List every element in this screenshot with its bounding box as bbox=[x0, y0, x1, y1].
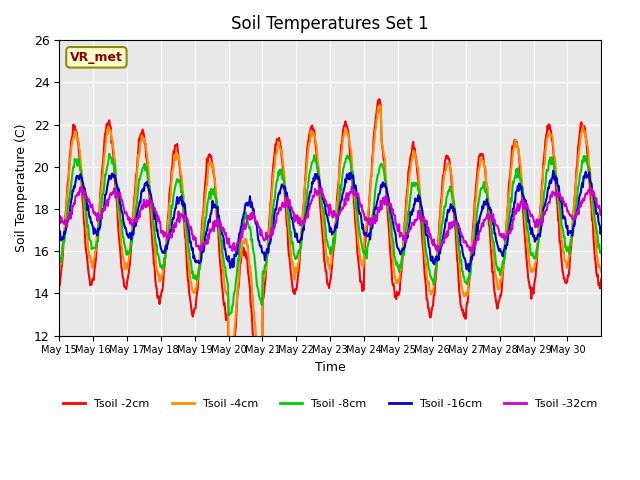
Tsoil -16cm bbox=[55, 229, 63, 235]
Tsoil -8cm bbox=[120, 234, 127, 240]
Tsoil -4cm bbox=[219, 263, 227, 268]
Tsoil -4cm bbox=[418, 211, 426, 216]
Tsoil -2cm bbox=[219, 287, 227, 292]
Tsoil -4cm bbox=[597, 268, 605, 274]
Tsoil -32cm bbox=[597, 212, 605, 218]
Legend: Tsoil -2cm, Tsoil -4cm, Tsoil -8cm, Tsoil -16cm, Tsoil -32cm: Tsoil -2cm, Tsoil -4cm, Tsoil -8cm, Tsoi… bbox=[58, 395, 602, 413]
Tsoil -16cm bbox=[119, 212, 127, 217]
Tsoil -32cm bbox=[468, 250, 476, 256]
Tsoil -2cm bbox=[418, 229, 426, 235]
Tsoil -16cm bbox=[266, 241, 274, 247]
Tsoil -2cm bbox=[387, 264, 395, 269]
Tsoil -8cm bbox=[597, 250, 605, 255]
Tsoil -32cm bbox=[55, 216, 63, 221]
Title: Soil Temperatures Set 1: Soil Temperatures Set 1 bbox=[232, 15, 429, 33]
Tsoil -32cm bbox=[219, 228, 227, 234]
Tsoil -2cm bbox=[119, 274, 127, 280]
Tsoil -2cm bbox=[597, 276, 605, 282]
Y-axis label: Soil Temperature (C): Soil Temperature (C) bbox=[15, 124, 28, 252]
Tsoil -16cm bbox=[219, 232, 227, 238]
Tsoil -16cm bbox=[465, 269, 473, 275]
Line: Tsoil -2cm: Tsoil -2cm bbox=[59, 99, 601, 408]
Tsoil -8cm bbox=[220, 254, 227, 260]
Tsoil -32cm bbox=[348, 184, 356, 190]
Tsoil -8cm bbox=[247, 228, 255, 234]
Line: Tsoil -4cm: Tsoil -4cm bbox=[59, 106, 601, 375]
Tsoil -4cm bbox=[376, 103, 384, 108]
Line: Tsoil -32cm: Tsoil -32cm bbox=[59, 187, 601, 253]
Tsoil -2cm bbox=[55, 284, 63, 290]
Tsoil -32cm bbox=[417, 213, 425, 219]
Tsoil -2cm bbox=[267, 201, 275, 206]
Tsoil -32cm bbox=[246, 216, 253, 221]
Tsoil -32cm bbox=[119, 201, 127, 207]
Tsoil -8cm bbox=[106, 151, 113, 156]
Tsoil -32cm bbox=[387, 201, 394, 206]
Tsoil -32cm bbox=[266, 233, 274, 239]
Tsoil -4cm bbox=[246, 264, 254, 269]
Tsoil -4cm bbox=[267, 206, 275, 212]
Tsoil -8cm bbox=[268, 225, 275, 230]
Text: VR_met: VR_met bbox=[70, 51, 123, 64]
Tsoil -8cm bbox=[55, 253, 63, 259]
Tsoil -2cm bbox=[225, 406, 232, 411]
Tsoil -4cm bbox=[55, 271, 63, 276]
X-axis label: Time: Time bbox=[315, 361, 346, 374]
Tsoil -16cm bbox=[246, 199, 253, 205]
Line: Tsoil -16cm: Tsoil -16cm bbox=[59, 171, 601, 272]
Tsoil -16cm bbox=[417, 199, 424, 204]
Tsoil -16cm bbox=[597, 226, 605, 231]
Tsoil -4cm bbox=[119, 253, 127, 259]
Tsoil -16cm bbox=[549, 168, 557, 174]
Tsoil -8cm bbox=[387, 226, 395, 231]
Tsoil -2cm bbox=[246, 285, 254, 291]
Tsoil -4cm bbox=[226, 372, 234, 378]
Tsoil -2cm bbox=[376, 96, 383, 102]
Tsoil -4cm bbox=[387, 239, 395, 244]
Tsoil -8cm bbox=[225, 312, 232, 318]
Line: Tsoil -8cm: Tsoil -8cm bbox=[59, 154, 601, 315]
Tsoil -8cm bbox=[418, 209, 426, 215]
Tsoil -16cm bbox=[386, 203, 394, 208]
